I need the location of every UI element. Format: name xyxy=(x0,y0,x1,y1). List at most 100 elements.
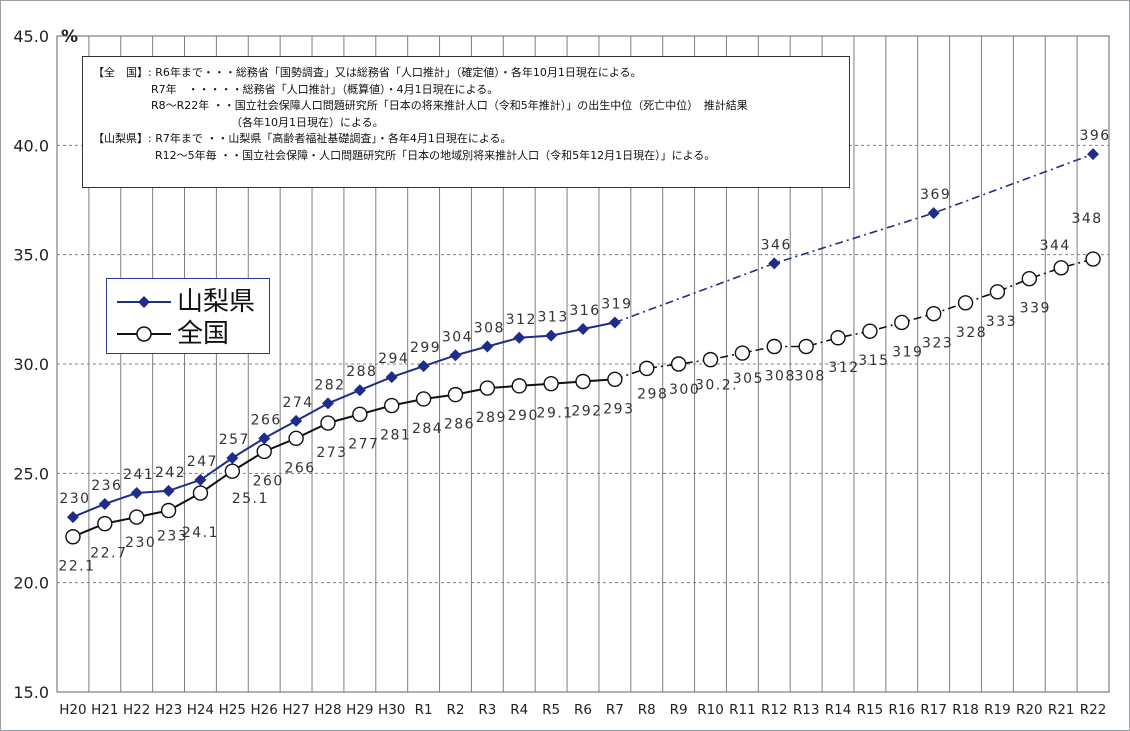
x-tick-label: R9 xyxy=(670,702,688,718)
data-label: 312 xyxy=(506,312,537,328)
y-tick-label: 40.0 xyxy=(13,136,49,155)
data-label: 236 xyxy=(91,478,122,494)
data-label: 346 xyxy=(761,237,792,253)
data-label: 308 xyxy=(795,369,826,385)
data-label: 304 xyxy=(442,329,473,345)
data-point xyxy=(734,345,751,361)
data-point xyxy=(575,373,591,390)
x-tick-label: H29 xyxy=(346,702,373,718)
data-label: 319 xyxy=(892,344,923,360)
data-label: 266 xyxy=(251,412,282,428)
legend-label-yamanashi: 山梨県 xyxy=(177,287,256,317)
data-point xyxy=(447,386,464,403)
data-point xyxy=(130,487,143,500)
data-label: 30.2. xyxy=(695,378,738,394)
x-tick-label: H20 xyxy=(59,702,86,718)
data-label: 308 xyxy=(765,369,796,385)
data-label: 333 xyxy=(986,314,1017,330)
data-label: 233 xyxy=(157,529,188,545)
data-label: 282 xyxy=(314,377,345,393)
x-tick-label: R13 xyxy=(793,702,820,718)
note-line-3: R8～R22年 ・・国立社会保障人口問題研究所「日本の将来推計人口（令和5年推計… xyxy=(151,99,748,112)
x-tick-label: H25 xyxy=(219,702,246,718)
data-point xyxy=(194,473,207,486)
data-point xyxy=(162,484,175,497)
data-label: 300 xyxy=(669,382,700,398)
data-label: 284 xyxy=(412,421,443,437)
data-point xyxy=(639,360,655,377)
data-label: 298 xyxy=(637,386,668,402)
data-label: 25.1 xyxy=(232,491,269,507)
data-label: 230 xyxy=(59,491,90,507)
y-tick-label: 30.0 xyxy=(13,355,49,374)
data-point xyxy=(511,378,527,394)
data-point xyxy=(417,360,430,373)
source-note-box: 【全 国】: R6年まで・・・総務省「国勢調査」又は総務省「人口推計」（確定値）… xyxy=(82,56,850,188)
x-tick-label: H22 xyxy=(123,702,150,718)
data-label: 293 xyxy=(603,401,634,417)
diamond-marker-icon xyxy=(117,296,171,308)
data-point xyxy=(925,306,942,322)
data-label: 339 xyxy=(1020,301,1051,317)
data-label: 312 xyxy=(828,360,859,376)
data-label: 308 xyxy=(474,321,505,337)
data-label: 242 xyxy=(155,465,186,481)
y-tick-label: 45.0 xyxy=(13,27,49,46)
data-point xyxy=(1085,251,1101,267)
data-label: 266 xyxy=(284,460,315,476)
x-tick-label: H23 xyxy=(155,702,182,718)
data-point xyxy=(385,371,398,384)
note-line-1: 【全 国】: R6年まで・・・総務省「国勢調査」又は総務省「人口推計」（確定値）… xyxy=(93,66,642,79)
data-point xyxy=(66,511,79,524)
data-label: 241 xyxy=(123,467,154,483)
note-line-6: R12～5年毎 ・・国立社会保障・人口問題研究所「日本の地域別将来推計人口（令和… xyxy=(155,148,716,162)
x-tick-label: R4 xyxy=(510,702,528,718)
data-label: 273 xyxy=(316,445,347,461)
data-label: 323 xyxy=(922,336,953,352)
note-line-5: 【山梨県】: R7年まで ・・山梨県「高齢者福祉基礎調査」・各年4月1日現在によ… xyxy=(93,132,512,145)
data-label: 277 xyxy=(348,436,379,452)
data-point xyxy=(798,338,814,355)
data-point xyxy=(607,371,623,388)
x-tick-label: H24 xyxy=(187,702,214,718)
x-tick-label: R18 xyxy=(952,702,979,718)
x-tick-label: R12 xyxy=(761,702,788,718)
data-point xyxy=(862,323,878,339)
data-label: 313 xyxy=(538,310,569,326)
data-point xyxy=(1087,148,1100,161)
data-point xyxy=(353,384,366,397)
data-point xyxy=(989,284,1006,300)
data-point xyxy=(545,329,558,342)
x-tick-label: R15 xyxy=(857,702,884,718)
data-label: 281 xyxy=(380,428,411,444)
x-tick-label: R20 xyxy=(1016,702,1043,718)
data-point xyxy=(768,257,781,270)
data-label: 319 xyxy=(601,296,632,312)
data-point xyxy=(258,432,271,445)
data-point xyxy=(1053,260,1069,276)
data-label: 294 xyxy=(378,351,409,367)
data-label: 315 xyxy=(858,353,889,369)
x-tick-label: R7 xyxy=(606,702,624,718)
data-point xyxy=(577,323,589,336)
data-label: 292 xyxy=(571,403,602,419)
data-label: 348 xyxy=(1071,211,1102,227)
data-point xyxy=(894,314,910,331)
data-point xyxy=(670,356,687,372)
x-tick-label: R17 xyxy=(920,702,947,718)
series-line-projection xyxy=(614,153,1094,324)
x-tick-label: R11 xyxy=(729,702,756,718)
data-point xyxy=(830,330,846,346)
data-label: 369 xyxy=(920,187,951,203)
data-point xyxy=(957,295,974,311)
data-point xyxy=(321,397,334,410)
data-point xyxy=(766,338,782,355)
data-point xyxy=(927,207,940,220)
data-label: 344 xyxy=(1040,238,1071,254)
data-label: 286 xyxy=(444,417,475,433)
y-tick-label: 15.0 xyxy=(13,683,49,702)
data-point xyxy=(449,349,462,362)
y-unit-label: % xyxy=(61,27,78,47)
data-label: 299 xyxy=(410,340,441,356)
data-point xyxy=(481,340,494,353)
